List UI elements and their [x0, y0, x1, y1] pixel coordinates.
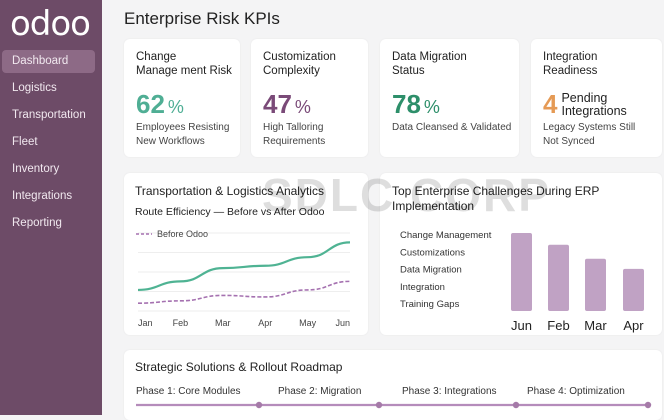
kpi-card-data-migration: Data Migration Status 78% Data Cleansed &… [380, 39, 519, 157]
phase-label: Phase 2: Migration [278, 386, 361, 397]
kpi-description: Data Cleansed & Validated [392, 122, 512, 133]
chart-subtitle: Route Efficiency — Before vs After Odoo [135, 206, 325, 218]
bar-category-label: Jun [511, 318, 532, 333]
phase-label: Phase 4: Optimization [527, 386, 625, 397]
x-tick-label: Jan [138, 318, 153, 328]
page-title: Enterprise Risk KPIs [124, 9, 280, 28]
x-tick-label: Feb [173, 318, 189, 328]
phase-marker [255, 401, 263, 409]
bar-category-label: Feb [547, 318, 569, 333]
x-tick-label: May [299, 318, 317, 328]
sidebar-item-reporting[interactable]: Reporting [12, 217, 62, 229]
sidebar-nav: Dashboard Logistics Transportation Fleet… [0, 50, 102, 239]
roadmap-timeline: Phase 1: Core Modules Phase 2: Migration P… [136, 386, 652, 409]
bar [623, 268, 644, 311]
bar-chart: Change Management Customizations Data Migr… [400, 230, 644, 333]
kpi-title: Customization Complexity [263, 51, 336, 77]
roadmap-card: Strategic Solutions & Rollout Roadmap Ph… [124, 350, 662, 420]
series-line [137, 280, 351, 304]
bar [511, 233, 532, 311]
sidebar-item-transportation[interactable]: Transportation [12, 109, 86, 121]
bar-category-label: Apr [623, 318, 644, 333]
phase-marker [375, 401, 383, 409]
challenge-label: Data Migration [400, 265, 462, 276]
sidebar-item-dashboard[interactable]: Dashboard [2, 50, 95, 73]
bar-chart-card: Top Enterprise Challenges During ERP Imp… [380, 173, 662, 335]
series-line [137, 241, 351, 292]
sidebar-item-inventory[interactable]: Inventory [12, 163, 60, 175]
chart-title: Top Enterprise Challenges During ERP Imp… [392, 184, 600, 213]
odoo-logo[interactable]: odoo [10, 4, 91, 44]
phase-marker [644, 401, 652, 409]
x-tick-label: Jun [335, 318, 350, 328]
challenge-label: Integration [400, 282, 445, 293]
kpi-value: 4 Pending Integrations [543, 89, 627, 119]
kpi-value: 47% [263, 89, 311, 119]
kpi-card-change-management: Change Manage ment Risk 62% Employees Res… [124, 39, 240, 157]
phase-label: Phase 1: Core Modules [136, 386, 241, 397]
kpi-title: Data Migration Status [392, 51, 467, 77]
kpi-description: Employees Resisting New Workflows [136, 122, 230, 147]
bar [585, 258, 606, 311]
kpi-description: High Talloring Requirements [263, 122, 326, 147]
line-chart-card: Transportation & Logistics Analytics Rou… [124, 173, 368, 335]
kpi-card-integration: Integration Readiness 4 Pending Integratio… [531, 39, 662, 157]
kpi-value: 62% [136, 89, 184, 119]
sidebar-item-integrations[interactable]: Integrations [12, 190, 73, 202]
sidebar-item-fleet[interactable]: Fleet [12, 136, 38, 148]
line-chart: Jan Feb Mar Apr May Jun Before Odoo [136, 229, 351, 328]
challenge-label: Training Gaps [400, 299, 460, 310]
kpi-value: 78% [392, 89, 440, 119]
kpi-title: Change Manage ment Risk [136, 51, 232, 77]
x-tick-label: Apr [258, 318, 272, 328]
challenge-label: Change Management [400, 230, 492, 241]
legend-label: Before Odoo [157, 229, 208, 239]
phase-marker [512, 401, 520, 409]
phase-label: Phase 3: Integrations [402, 386, 497, 397]
roadmap-title: Strategic Solutions & Rollout Roadmap [135, 360, 343, 374]
kpi-card-customization: Customization Complexity 47% High Tallori… [251, 39, 368, 157]
kpi-description: Legacy Systems Still Not Synced [543, 122, 636, 147]
bar-category-label: Mar [584, 318, 607, 333]
chart-title: Transportation & Logistics Analytics [135, 184, 324, 198]
kpi-title: Integration Readiness [543, 51, 598, 77]
challenge-label: Customizations [400, 247, 465, 258]
x-tick-label: Mar [215, 318, 231, 328]
sidebar: odoo Dashboard Logistics Transportation … [0, 0, 102, 415]
bar [548, 244, 569, 311]
sidebar-item-logistics[interactable]: Logistics [12, 82, 57, 94]
